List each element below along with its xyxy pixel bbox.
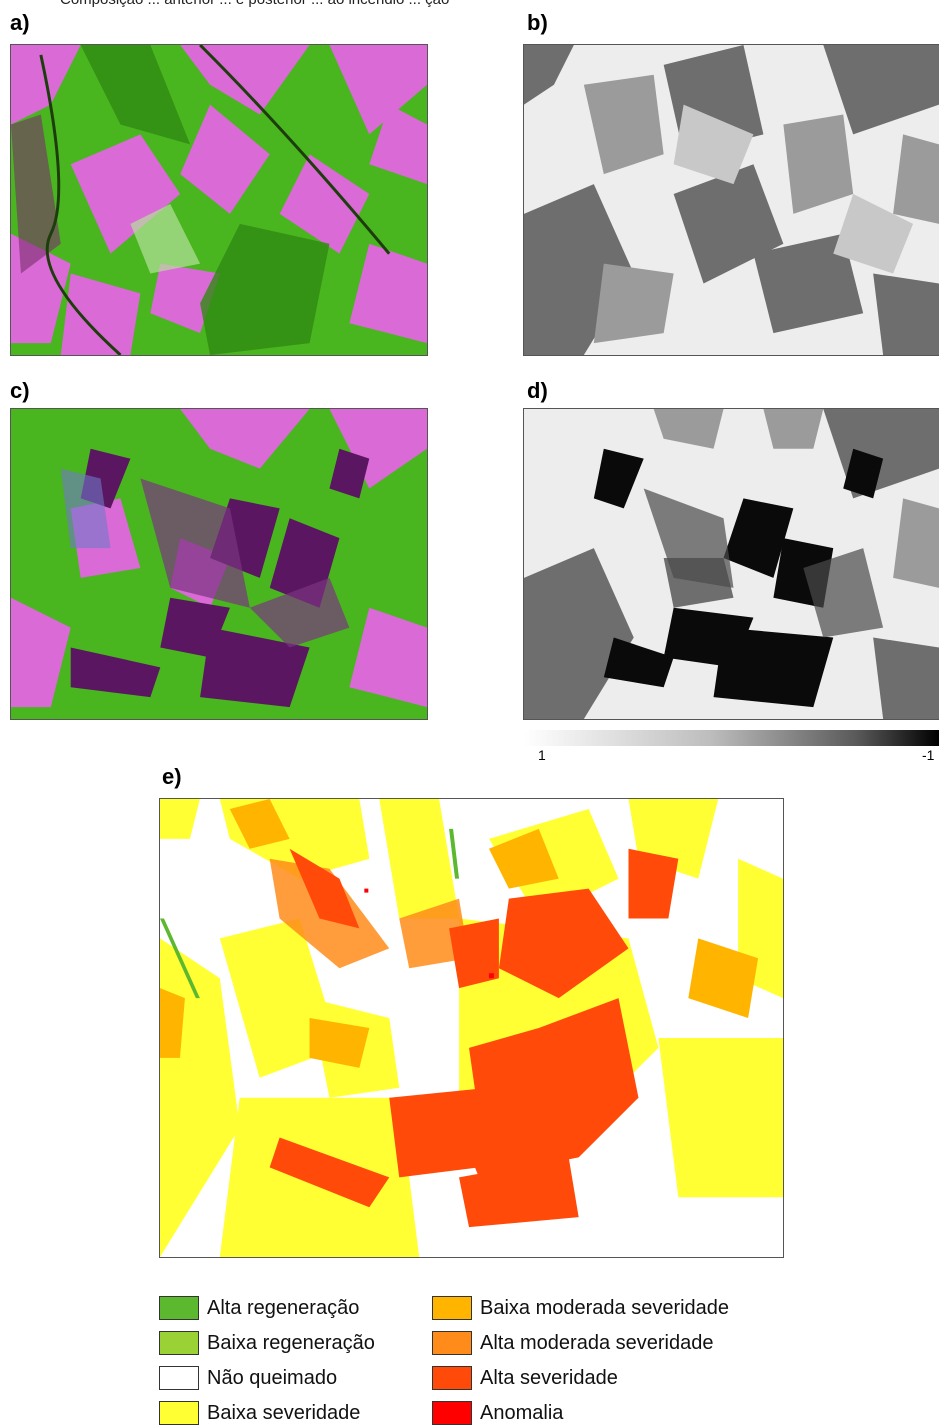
legend-label: Anomalia xyxy=(480,1401,564,1424)
legend-item-nao-queimado: Não queimado xyxy=(159,1365,337,1391)
panel-a-label: a) xyxy=(10,10,30,35)
legend-swatch xyxy=(159,1366,199,1390)
legend-swatch xyxy=(432,1366,472,1390)
legend-item-baixa-severidade: Baixa severidade xyxy=(159,1400,360,1426)
caption-fragment: Composição ... anterior ... e posterior … xyxy=(60,0,820,9)
panel-b-label: b) xyxy=(527,10,548,35)
panel-d-index-post-fire xyxy=(523,408,939,720)
legend-label: Não queimado xyxy=(207,1366,338,1389)
panel-a-false-color-pre-fire xyxy=(10,44,428,356)
legend-label: Baixa severidade xyxy=(207,1401,361,1424)
legend-swatch xyxy=(159,1331,199,1355)
legend-item-alta-severidade: Alta severidade xyxy=(432,1365,618,1391)
colorbar-min-label: 1 xyxy=(538,747,546,763)
legend-item-alta-regeneracao: Alta regeneração xyxy=(159,1295,359,1321)
panel-c-image xyxy=(11,409,427,719)
panel-e-label: e) xyxy=(162,764,182,789)
legend-label: Alta regeneração xyxy=(207,1296,360,1319)
panel-b-image xyxy=(524,45,939,355)
legend-label: Alta moderada severidade xyxy=(480,1331,714,1354)
legend-item-anomalia: Anomalia xyxy=(432,1400,563,1426)
panel-b-index-pre-fire xyxy=(523,44,939,356)
panel-e-severity-map xyxy=(159,798,784,1258)
colorbar xyxy=(524,730,939,746)
legend-swatch xyxy=(432,1296,472,1320)
panel-a-image xyxy=(11,45,427,355)
legend-item-baixa-regeneracao: Baixa regeneração xyxy=(159,1330,375,1356)
panel-c-label: c) xyxy=(10,378,30,403)
colorbar-max-label: -1 xyxy=(922,747,935,763)
legend-swatch xyxy=(432,1401,472,1425)
panel-e-image xyxy=(160,799,783,1257)
legend-item-baixa-moderada-severidade: Baixa moderada severidade xyxy=(432,1295,729,1321)
legend-label: Baixa moderada severidade xyxy=(480,1296,730,1319)
legend-label: Alta severidade xyxy=(480,1366,618,1389)
legend-swatch xyxy=(432,1331,472,1355)
panel-c-false-color-post-fire xyxy=(10,408,428,720)
panel-d-label: d) xyxy=(527,378,548,403)
legend-item-alta-moderada-severidade: Alta moderada severidade xyxy=(432,1330,713,1356)
legend-label: Baixa regeneração xyxy=(207,1331,375,1354)
panel-d-image xyxy=(524,409,939,719)
legend-swatch xyxy=(159,1401,199,1425)
legend-swatch xyxy=(159,1296,199,1320)
